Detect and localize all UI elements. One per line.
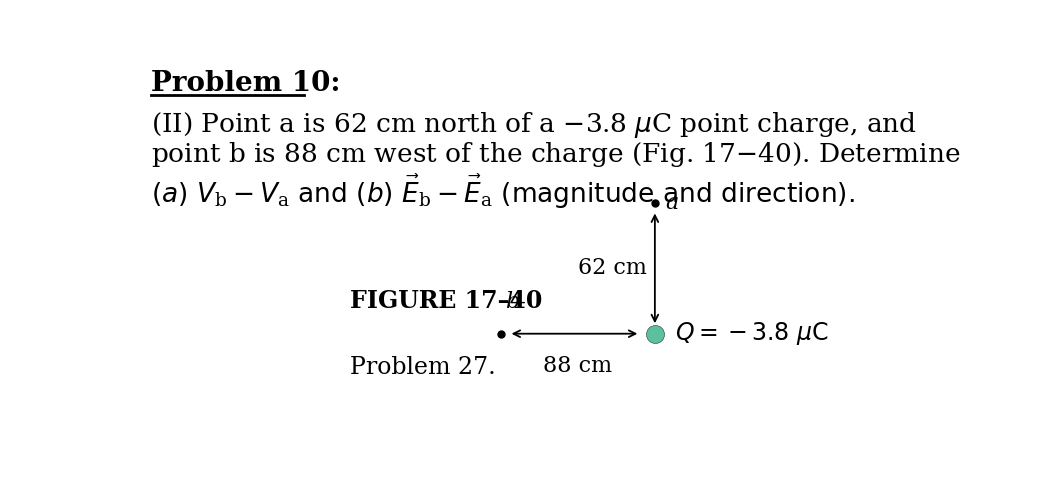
Text: 62 cm: 62 cm: [577, 257, 647, 279]
Text: Problem 27.: Problem 27.: [350, 356, 496, 379]
Text: a: a: [665, 192, 679, 214]
Text: 88 cm: 88 cm: [543, 355, 612, 376]
Text: $Q = -3.8\ \mu\mathrm{C}$: $Q = -3.8\ \mu\mathrm{C}$: [675, 320, 829, 347]
Text: (II) Point a is 62 cm north of a $-$3.8 $\mu$C point charge, and: (II) Point a is 62 cm north of a $-$3.8 …: [151, 110, 917, 140]
Text: b: b: [505, 291, 519, 313]
Text: Problem 10:: Problem 10:: [151, 70, 341, 97]
Text: FIGURE 17–40: FIGURE 17–40: [350, 289, 543, 313]
Text: $(a)\ V_\mathregular{b} - V_\mathregular{a}\ \mathrm{and}\ (b)\ \vec{E}_\mathreg: $(a)\ V_\mathregular{b} - V_\mathregular…: [151, 173, 855, 211]
Text: point b is 88 cm west of the charge (Fig. 17$-$40). Determine: point b is 88 cm west of the charge (Fig…: [151, 141, 961, 169]
